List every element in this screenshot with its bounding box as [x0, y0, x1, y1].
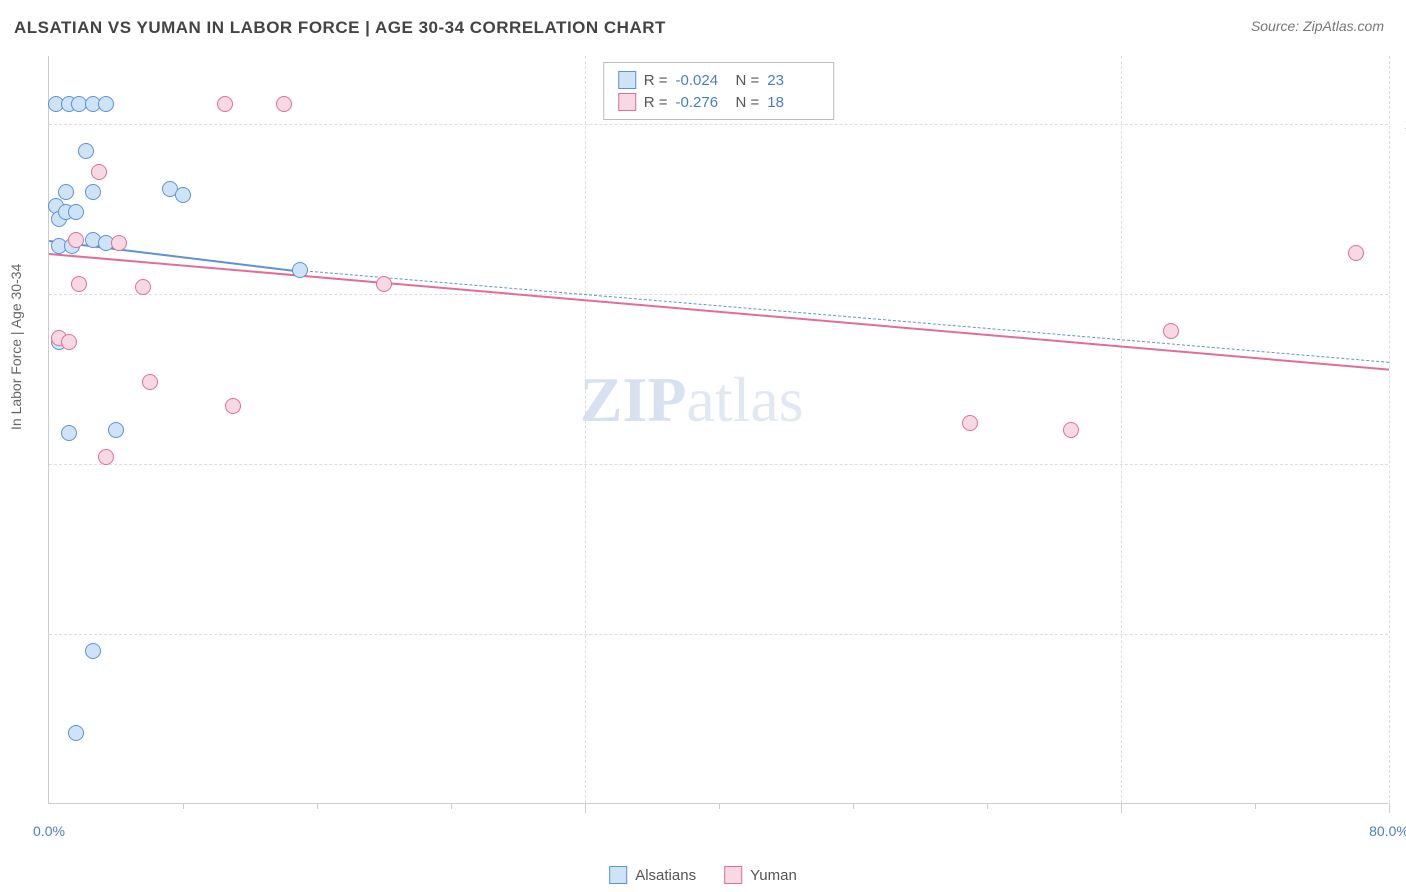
data-point — [142, 374, 158, 390]
x-tick-minor — [853, 803, 854, 809]
n-value: 18 — [767, 94, 819, 111]
legend-swatch — [609, 866, 627, 884]
watermark-atlas: atlas — [686, 364, 803, 435]
data-point — [68, 232, 84, 248]
r-label: R = — [644, 94, 668, 111]
stat-row: R = -0.276 N = 18 — [618, 91, 820, 113]
gridline-horizontal — [49, 294, 1388, 295]
legend-item: Yuman — [724, 866, 797, 884]
data-point — [68, 204, 84, 220]
data-point — [61, 425, 77, 441]
x-tick-minor — [183, 803, 184, 809]
data-point — [61, 334, 77, 350]
legend-item: Alsatians — [609, 866, 696, 884]
trend-line-dashed — [300, 270, 1389, 363]
data-point — [1163, 323, 1179, 339]
data-point — [91, 164, 107, 180]
legend-swatch — [618, 93, 636, 111]
data-point — [1348, 245, 1364, 261]
x-tick-major — [1389, 803, 1390, 813]
gridline-vertical — [1389, 56, 1390, 803]
data-point — [276, 96, 292, 112]
source-label: Source: ZipAtlas.com — [1251, 18, 1384, 34]
x-tick-label: 0.0% — [33, 823, 65, 839]
data-point — [225, 398, 241, 414]
data-point — [98, 449, 114, 465]
y-tick-label: 25.0% — [1394, 626, 1406, 642]
data-point — [108, 422, 124, 438]
x-tick-minor — [317, 803, 318, 809]
r-value: -0.276 — [676, 94, 728, 111]
data-point — [68, 725, 84, 741]
gridline-vertical — [1121, 56, 1122, 803]
legend-swatch — [618, 71, 636, 89]
gridline-vertical — [585, 56, 586, 803]
x-tick-minor — [987, 803, 988, 809]
data-point — [85, 184, 101, 200]
n-value: 23 — [767, 72, 819, 89]
data-point — [85, 643, 101, 659]
data-point — [58, 184, 74, 200]
x-tick-minor — [719, 803, 720, 809]
data-point — [71, 276, 87, 292]
data-point — [1063, 422, 1079, 438]
data-point — [217, 96, 233, 112]
x-tick-minor — [451, 803, 452, 809]
y-axis-label: In Labor Force | Age 30-34 — [8, 264, 24, 430]
trend-line — [49, 253, 1389, 371]
legend: Alsatians Yuman — [609, 866, 797, 884]
data-point — [292, 262, 308, 278]
watermark: ZIPatlas — [580, 363, 804, 437]
data-point — [98, 96, 114, 112]
legend-label: Yuman — [750, 867, 797, 884]
watermark-zip: ZIP — [580, 364, 687, 435]
data-point — [78, 143, 94, 159]
data-point — [111, 235, 127, 251]
data-point — [962, 415, 978, 431]
r-label: R = — [644, 72, 668, 89]
x-tick-major — [585, 803, 586, 813]
n-label: N = — [736, 72, 760, 89]
y-tick-label: 100.0% — [1394, 116, 1406, 132]
data-point — [135, 279, 151, 295]
x-tick-major — [1121, 803, 1122, 813]
x-tick-label: 80.0% — [1369, 823, 1406, 839]
r-value: -0.024 — [676, 72, 728, 89]
legend-label: Alsatians — [635, 867, 696, 884]
y-tick-label: 75.0% — [1394, 286, 1406, 302]
x-tick-minor — [1255, 803, 1256, 809]
chart-title: ALSATIAN VS YUMAN IN LABOR FORCE | AGE 3… — [14, 18, 666, 38]
legend-swatch — [724, 866, 742, 884]
n-label: N = — [736, 94, 760, 111]
correlation-stat-box: R = -0.024 N = 23 R = -0.276 N = 18 — [603, 62, 835, 120]
y-tick-label: 50.0% — [1394, 456, 1406, 472]
stat-row: R = -0.024 N = 23 — [618, 69, 820, 91]
data-point — [175, 187, 191, 203]
gridline-horizontal — [49, 124, 1388, 125]
plot-area: ZIPatlas R =-0.024N =23R =-0.276N =18 25… — [48, 56, 1388, 804]
gridline-horizontal — [49, 634, 1388, 635]
data-point — [376, 276, 392, 292]
gridline-horizontal — [49, 464, 1388, 465]
